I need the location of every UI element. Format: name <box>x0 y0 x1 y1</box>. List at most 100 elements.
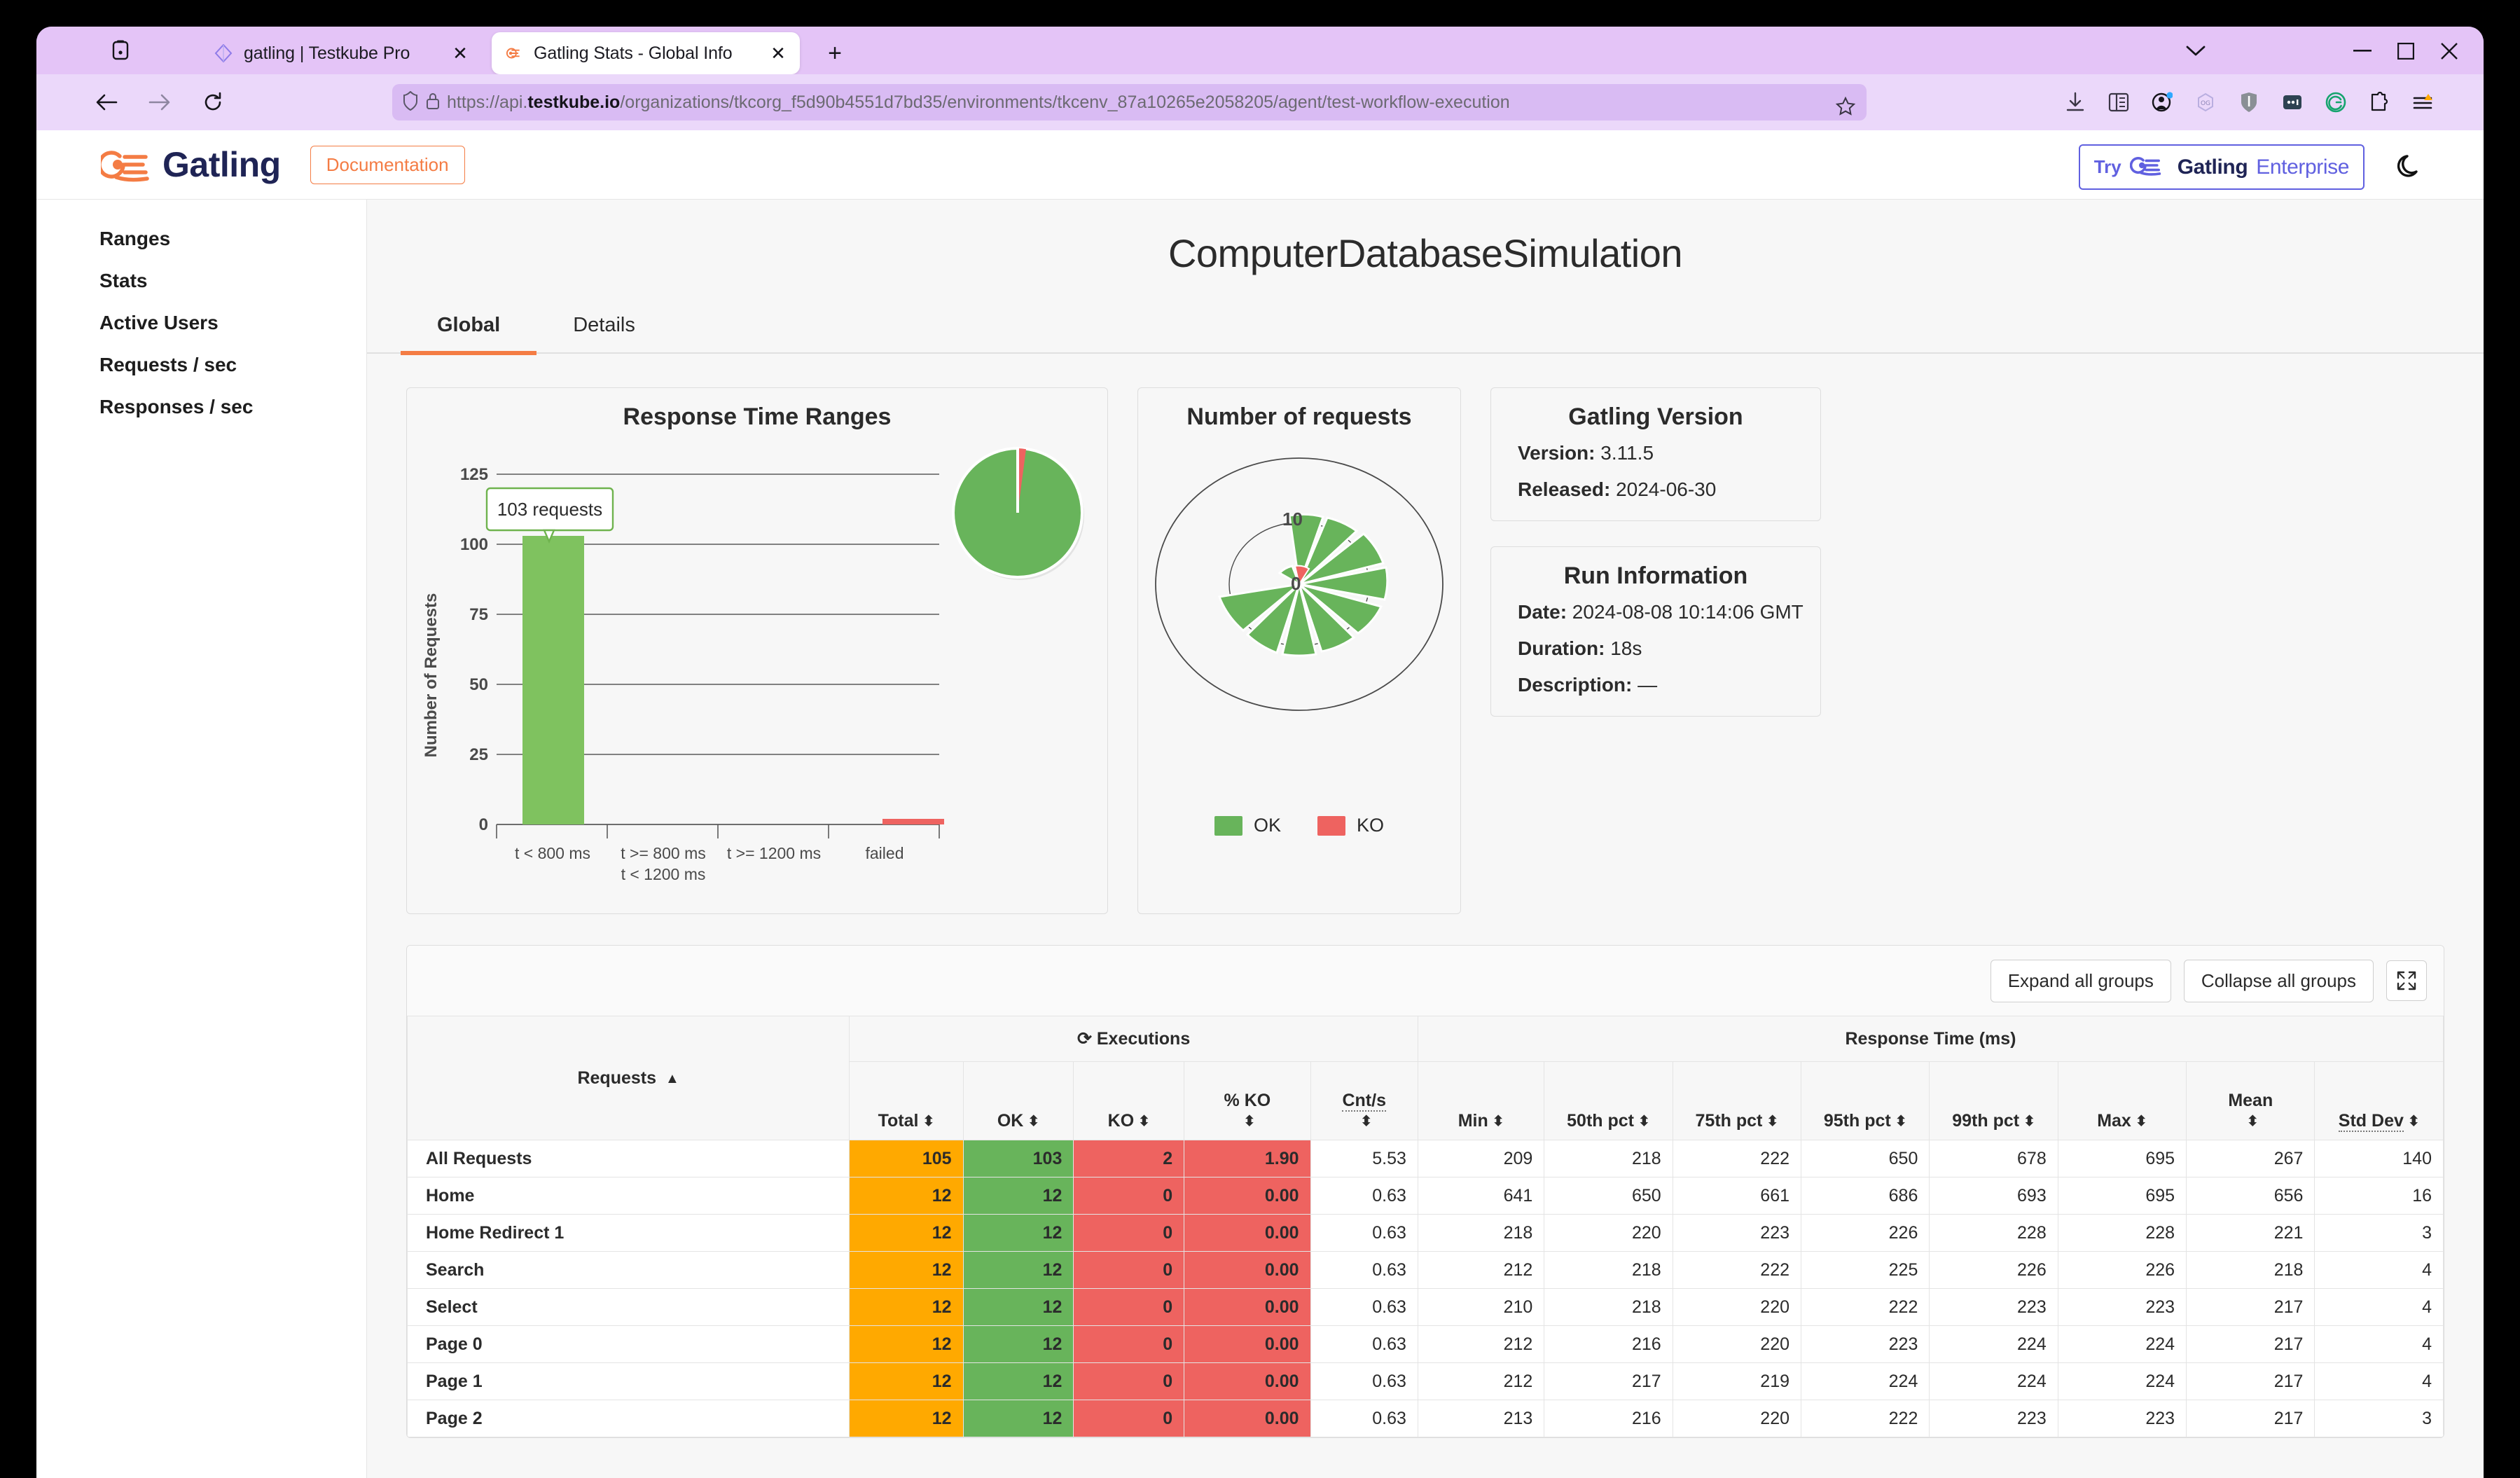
puzzle-extension-icon[interactable] <box>2358 84 2401 120</box>
column-header-min[interactable]: Min ⬍ <box>1417 1061 1545 1140</box>
grammarly-icon[interactable] <box>2314 84 2358 120</box>
sort-icon[interactable]: ⬍ <box>2407 1114 2420 1130</box>
sort-icon[interactable]: ⬍ <box>1492 1114 1504 1130</box>
maximize-icon[interactable] <box>2384 35 2428 67</box>
window-controls <box>2341 35 2471 67</box>
cell-max: 695 <box>2057 1177 2187 1215</box>
url-bar[interactable]: https://api.testkube.io/organizations/tk… <box>392 84 1867 120</box>
documentation-button[interactable]: Documentation <box>310 145 465 184</box>
column-header-95th-pct[interactable]: 95th pct ⬍ <box>1801 1061 1930 1140</box>
try-gatling-enterprise-button[interactable]: Try Gatling Enterprise <box>2078 144 2365 190</box>
row-request-name[interactable]: Page 2 <box>407 1400 850 1437</box>
version-value: 3.11.5 <box>1600 442 1654 464</box>
column-header-pct-ko[interactable]: % KO ⬍ <box>1184 1061 1311 1140</box>
chevron-down-icon[interactable] <box>2174 35 2217 67</box>
moon-icon[interactable] <box>2391 149 2428 185</box>
row-request-name[interactable]: Search <box>407 1251 850 1289</box>
column-header-ko[interactable]: KO ⬍ <box>1073 1061 1185 1140</box>
table-row[interactable]: Search 12 12 0 0.00 0.63 212 218 222 225 226 226 218… <box>407 1251 2444 1289</box>
sort-icon[interactable]: ⬍ <box>1638 1114 1650 1130</box>
table-group-header-row: Requests ▲ ⟳ Executions Response Time (m… <box>407 1016 2444 1140</box>
bookmark-star-icon[interactable] <box>1832 92 1860 120</box>
sort-icon[interactable]: ⬍ <box>2023 1114 2035 1130</box>
cell-total: 12 <box>849 1325 964 1363</box>
duration-line: Duration: 18s <box>1491 630 1820 667</box>
column-header-total[interactable]: Total ⬍ <box>849 1061 964 1140</box>
sort-icon[interactable]: ⬍ <box>922 1114 935 1130</box>
account-icon[interactable] <box>2140 84 2184 120</box>
column-header-max[interactable]: Max ⬍ <box>2057 1061 2187 1140</box>
cell-p75: 222 <box>1672 1251 1802 1289</box>
tab-details[interactable]: Details <box>573 314 635 336</box>
row-request-name[interactable]: Select <box>407 1288 850 1326</box>
close-icon[interactable]: ✕ <box>770 42 786 64</box>
sort-icon[interactable]: ⬍ <box>1243 1114 1256 1130</box>
sidebar-item-responses-per-sec[interactable]: Responses / sec <box>99 396 254 417</box>
tab-list-button[interactable] <box>106 36 134 64</box>
table-row[interactable]: Page 1 12 12 0 0.00 0.63 212 217 219 224 224 224 217… <box>407 1362 2444 1400</box>
row-request-name[interactable]: Page 0 <box>407 1325 850 1363</box>
duration-value: 18s <box>1610 637 1642 659</box>
close-icon[interactable] <box>2428 35 2471 67</box>
column-header-99th-pct[interactable]: 99th pct ⬍ <box>1929 1061 2058 1140</box>
row-request-name[interactable]: Page 1 <box>407 1362 850 1400</box>
table-row[interactable]: Home Redirect 1 12 12 0 0.00 0.63 218 220 223 226… <box>407 1214 2444 1252</box>
url-text[interactable]: https://api.testkube.io/organizations/tk… <box>447 92 1857 113</box>
column-header-requests[interactable]: Requests ▲ <box>407 1016 850 1140</box>
browser-tab-active[interactable]: Gatling Stats - Global Info ✕ <box>492 32 800 74</box>
ranges-chart-svg[interactable]: Number of Requests 125 100 75 50 25 0 <box>407 423 1107 899</box>
bitwarden-shield-icon[interactable] <box>2227 84 2271 120</box>
polar-chart-svg[interactable]: 10 0 <box>1138 423 1460 815</box>
back-icon[interactable] <box>87 83 126 122</box>
reload-icon[interactable] <box>193 83 233 122</box>
hamburger-menu-icon[interactable] <box>2401 84 2444 120</box>
column-header-std-dev[interactable]: Std Dev ⬍ <box>2314 1061 2444 1140</box>
row-request-name[interactable]: All Requests <box>407 1140 850 1177</box>
forward-icon[interactable] <box>140 83 179 122</box>
og-extension-icon[interactable]: OG <box>2184 84 2227 120</box>
sort-icon[interactable]: ⬍ <box>1766 1114 1779 1130</box>
sort-icon[interactable]: ⬍ <box>1138 1114 1150 1130</box>
sidebar-item-requests-per-sec[interactable]: Requests / sec <box>99 354 237 375</box>
chart-title: Number of requests <box>1186 403 1412 430</box>
column-header-cnt-per-sec[interactable]: Cnt/s ⬍ <box>1310 1061 1418 1140</box>
sort-icon[interactable]: ⬍ <box>2135 1114 2147 1130</box>
browser-tab-inactive[interactable]: gatling | Testkube Pro ✕ <box>202 32 482 74</box>
table-row[interactable]: Select 12 12 0 0.00 0.63 210 218 220 222 223 223 217… <box>407 1288 2444 1326</box>
shield-tracking-icon[interactable] <box>402 90 419 114</box>
new-tab-button[interactable]: + <box>828 39 842 67</box>
lock-icon[interactable] <box>426 92 440 113</box>
row-request-name[interactable]: Home Redirect 1 <box>407 1214 850 1252</box>
collapse-all-groups-button[interactable]: Collapse all groups <box>2183 959 2374 1002</box>
close-icon[interactable]: ✕ <box>452 42 468 64</box>
table-row[interactable]: All Requests 105 103 2 1.90 5.53 209 218 222 650 6… <box>407 1140 2444 1177</box>
table-row[interactable]: Page 2 12 12 0 0.00 0.63 213 216 220 222 223 223 217… <box>407 1400 2444 1437</box>
legend-item-ok[interactable]: OK <box>1214 815 1281 836</box>
sidebar-icon[interactable] <box>2097 84 2140 120</box>
tab-global[interactable]: Global <box>401 307 537 355</box>
sort-icon[interactable]: ⬍ <box>2246 1114 2259 1130</box>
sort-asc-icon[interactable]: ▲ <box>665 1070 679 1086</box>
sidebar-item-ranges[interactable]: Ranges <box>99 228 171 249</box>
minimize-icon[interactable] <box>2341 35 2384 67</box>
table-row[interactable]: Page 0 12 12 0 0.00 0.63 212 216 220 223 224 224 217… <box>407 1325 2444 1363</box>
download-icon[interactable] <box>2054 84 2097 120</box>
expand-all-groups-button[interactable]: Expand all groups <box>1990 959 2171 1002</box>
sort-icon[interactable]: ⬍ <box>1895 1114 1907 1130</box>
released-line: Released: 2024-06-30 <box>1491 471 1820 520</box>
column-header-ok[interactable]: OK ⬍ <box>962 1061 1074 1140</box>
sort-icon[interactable]: ⬍ <box>1027 1114 1040 1130</box>
column-header-50th-pct[interactable]: 50th pct ⬍ <box>1544 1061 1673 1140</box>
column-header-75th-pct[interactable]: 75th pct ⬍ <box>1672 1061 1802 1140</box>
legend-item-ko[interactable]: KO <box>1317 815 1384 836</box>
table-row[interactable]: Home 12 12 0 0.00 0.63 641 650 661 686 693 695 656 16 <box>407 1177 2444 1215</box>
expand-fullscreen-icon[interactable] <box>2386 960 2427 1001</box>
sidebar-item-stats[interactable]: Stats <box>99 270 148 291</box>
row-request-name[interactable]: Home <box>407 1177 850 1215</box>
column-header-mean[interactable]: Mean ⬍ <box>2186 1061 2315 1140</box>
dots-extension-icon[interactable] <box>2271 84 2314 120</box>
gatling-logo[interactable]: Gatling <box>101 144 281 186</box>
refresh-icon[interactable]: ⟳ <box>1076 1029 1092 1049</box>
sort-icon[interactable]: ⬍ <box>1360 1114 1373 1130</box>
sidebar-item-active-users[interactable]: Active Users <box>99 312 219 333</box>
